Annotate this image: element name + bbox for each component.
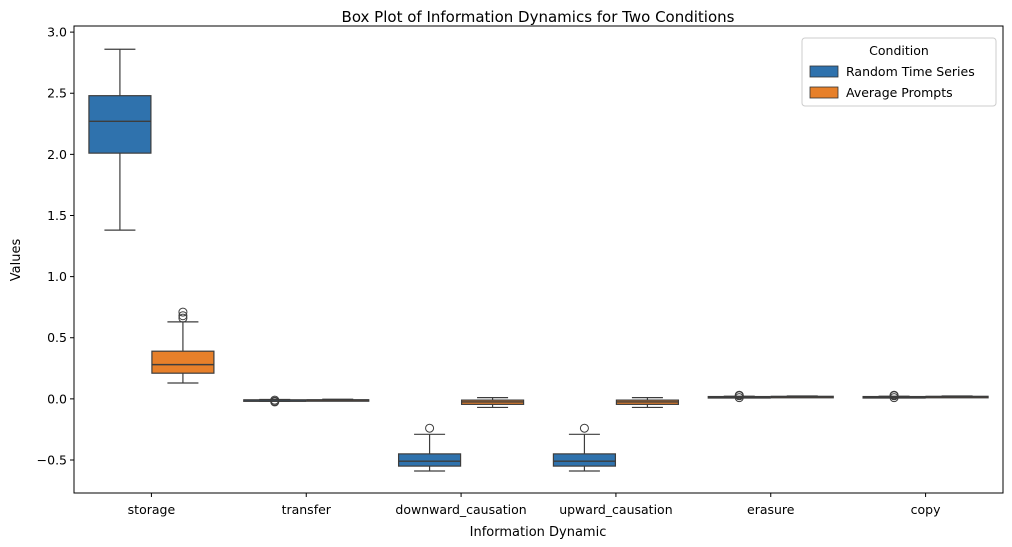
box-iqr xyxy=(397,453,462,467)
outlier-point xyxy=(425,423,435,433)
box-downward_causation-random xyxy=(397,423,462,472)
y-tick-label: 1.0 xyxy=(47,269,67,284)
outlier-point xyxy=(178,311,188,321)
outlier-point xyxy=(734,390,744,400)
outlier-point xyxy=(178,307,188,317)
y-tick-label: 3.0 xyxy=(47,25,67,40)
legend-label-average: Average Prompts xyxy=(846,85,953,100)
legend-label-random: Random Time Series xyxy=(846,64,975,79)
x-axis: storage transfer downward_causation upward_… xyxy=(128,493,941,517)
legend-swatch-random xyxy=(809,65,839,78)
box-erasure-random xyxy=(707,390,771,403)
outlier-point xyxy=(270,397,280,407)
legend: Condition Random Time Series Average Pro… xyxy=(801,37,997,107)
box-transfer-average xyxy=(306,398,370,402)
box-upward_causation-average xyxy=(615,397,680,409)
y-tick-label: −0.5 xyxy=(37,452,67,467)
y-tick-label: 0.0 xyxy=(47,391,67,406)
box-copy-random xyxy=(862,390,926,403)
legend-swatch-average xyxy=(809,86,839,99)
box-erasure-average xyxy=(770,395,834,399)
box-downward_causation-average xyxy=(460,397,525,409)
box-transfer-random xyxy=(243,395,307,407)
x-tick-label: downward_causation xyxy=(395,502,526,517)
x-tick-label: upward_causation xyxy=(559,502,672,517)
box-iqr xyxy=(88,95,152,154)
y-axis: −0.5 0.0 0.5 1.0 1.5 2.0 2.5 3.0 xyxy=(37,25,74,467)
x-tick-label: erasure xyxy=(747,502,795,517)
plot-area xyxy=(73,25,1004,494)
x-tick-label: transfer xyxy=(282,502,332,517)
chart-title: Box Plot of Information Dynamics for Two… xyxy=(342,8,735,26)
y-tick-label: 2.5 xyxy=(47,86,67,101)
y-tick-label: 0.5 xyxy=(47,330,67,345)
outlier-point xyxy=(579,423,589,433)
box-upward_causation-random xyxy=(552,423,617,472)
box-copy-average xyxy=(925,395,989,399)
box-iqr xyxy=(552,453,617,467)
y-tick-label: 1.5 xyxy=(47,208,67,223)
x-axis-label: Information Dynamic xyxy=(470,525,607,540)
boxes-group xyxy=(88,48,989,472)
outlier-point xyxy=(889,390,899,400)
y-tick-label: 2.0 xyxy=(47,147,67,162)
box-storage-random xyxy=(88,48,152,231)
legend-title: Condition xyxy=(869,43,929,58)
box-iqr xyxy=(151,350,215,374)
x-tick-label: storage xyxy=(128,502,176,517)
outlier-point xyxy=(178,313,188,323)
legend-frame xyxy=(801,37,997,107)
y-axis-label: Values xyxy=(9,239,24,282)
box-storage-average xyxy=(151,307,215,384)
x-tick-label: copy xyxy=(911,502,941,517)
